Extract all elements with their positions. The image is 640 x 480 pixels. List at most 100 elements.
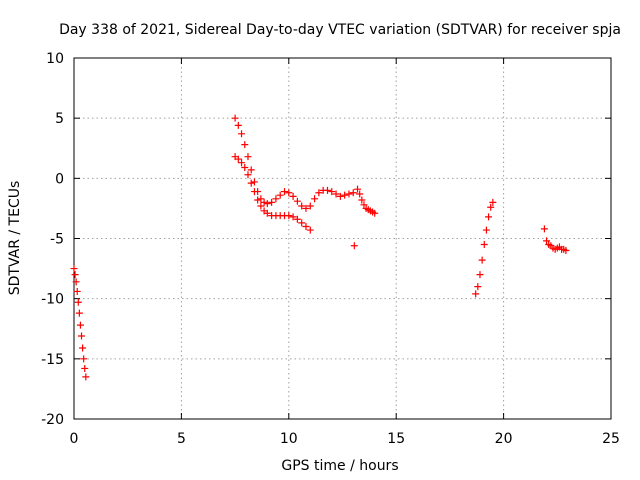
data-point bbox=[354, 185, 362, 193]
data-point bbox=[81, 364, 89, 372]
data-point bbox=[341, 191, 349, 199]
data-point bbox=[238, 159, 246, 167]
data-point bbox=[298, 219, 306, 227]
y-tick-label: 5 bbox=[55, 111, 64, 127]
data-point bbox=[72, 278, 80, 286]
data-point bbox=[247, 166, 255, 174]
data-point bbox=[480, 241, 488, 249]
data-marks bbox=[70, 114, 570, 381]
data-point bbox=[476, 271, 484, 279]
data-point bbox=[276, 191, 284, 199]
data-point bbox=[358, 196, 366, 204]
data-point bbox=[360, 201, 368, 209]
series-segment-1 bbox=[70, 265, 90, 381]
data-point bbox=[293, 215, 301, 223]
series-segment-4 bbox=[540, 225, 570, 255]
data-point bbox=[281, 188, 289, 196]
data-point bbox=[543, 237, 551, 245]
data-point bbox=[474, 283, 482, 291]
data-point bbox=[247, 179, 255, 187]
data-point bbox=[345, 190, 353, 198]
data-point bbox=[73, 287, 81, 295]
data-point bbox=[241, 141, 249, 149]
data-point bbox=[302, 222, 310, 230]
x-tick-label: 20 bbox=[495, 431, 513, 447]
data-point bbox=[487, 203, 495, 211]
x-tick-label: 25 bbox=[602, 431, 620, 447]
x-tick-label: 5 bbox=[177, 431, 186, 447]
data-point bbox=[263, 209, 271, 217]
data-point bbox=[478, 256, 486, 264]
y-tick-label: -15 bbox=[41, 352, 64, 368]
data-point bbox=[250, 188, 258, 196]
data-point bbox=[323, 186, 331, 194]
data-point bbox=[562, 247, 570, 255]
data-point bbox=[332, 190, 340, 198]
data-point bbox=[234, 121, 242, 129]
data-point bbox=[74, 298, 82, 306]
data-point bbox=[472, 290, 480, 298]
y-tick-label: -10 bbox=[41, 292, 64, 308]
data-point bbox=[293, 197, 301, 205]
x-axis-label: GPS time / hours bbox=[281, 458, 398, 474]
y-tick-label: 10 bbox=[46, 51, 64, 67]
data-point bbox=[289, 192, 297, 200]
data-point bbox=[285, 189, 293, 197]
data-point bbox=[82, 373, 90, 381]
data-point bbox=[238, 130, 246, 138]
data-point bbox=[78, 332, 86, 340]
series-outlier bbox=[350, 242, 358, 250]
data-point bbox=[71, 271, 79, 279]
data-point bbox=[79, 344, 87, 352]
x-tick-label: 10 bbox=[280, 431, 298, 447]
chart-title: Day 338 of 2021, Sidereal Day-to-day VTE… bbox=[59, 22, 621, 38]
plot-frame bbox=[73, 57, 612, 420]
y-tick-label: -20 bbox=[41, 412, 64, 428]
data-point bbox=[257, 202, 265, 210]
series-segment-2-upper bbox=[231, 114, 357, 212]
data-point bbox=[306, 226, 314, 234]
data-point bbox=[289, 213, 297, 221]
data-point bbox=[80, 355, 88, 363]
data-point bbox=[306, 202, 314, 210]
x-tick-label: 15 bbox=[387, 431, 405, 447]
y-tick-label: 0 bbox=[55, 171, 64, 187]
x-tick-label: 0 bbox=[70, 431, 79, 447]
data-point bbox=[311, 195, 319, 203]
data-point bbox=[257, 195, 265, 203]
series-segment-2-lower bbox=[231, 153, 314, 234]
data-point bbox=[272, 195, 280, 203]
data-point bbox=[263, 200, 271, 208]
series-segment-2-tail bbox=[354, 185, 379, 217]
data-point bbox=[302, 204, 310, 212]
data-point bbox=[241, 164, 249, 172]
data-point bbox=[244, 171, 252, 179]
axis-ticks: 0 5 10 15 20 25 -20 -15 -10 -5 0 5 10 bbox=[41, 51, 620, 447]
data-point bbox=[371, 209, 379, 217]
data-point bbox=[76, 321, 84, 329]
data-point bbox=[254, 196, 262, 204]
y-axis-label: SDTVAR / TECUs bbox=[7, 181, 23, 296]
grid bbox=[74, 58, 611, 419]
data-point bbox=[298, 202, 306, 210]
data-point bbox=[70, 265, 78, 273]
data-point bbox=[356, 190, 364, 198]
data-point bbox=[489, 198, 497, 206]
data-point bbox=[485, 213, 493, 221]
data-point bbox=[328, 188, 336, 196]
data-point bbox=[540, 225, 548, 233]
data-point bbox=[336, 192, 344, 200]
data-point bbox=[482, 226, 490, 234]
data-point bbox=[75, 309, 83, 317]
data-point bbox=[260, 198, 268, 206]
data-point bbox=[231, 114, 239, 122]
data-point bbox=[268, 198, 276, 206]
data-point bbox=[285, 212, 293, 220]
data-point bbox=[350, 242, 358, 250]
series-segment-3 bbox=[472, 198, 497, 298]
data-point bbox=[349, 189, 357, 197]
data-point bbox=[234, 155, 242, 163]
y-tick-label: -5 bbox=[50, 232, 64, 248]
data-point bbox=[250, 178, 258, 186]
